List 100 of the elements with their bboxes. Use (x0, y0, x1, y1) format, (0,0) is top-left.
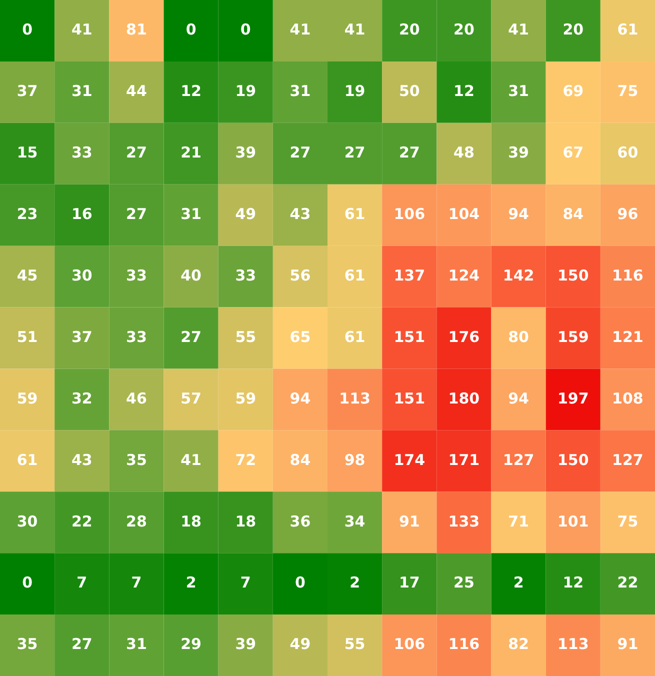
data-label: 94 (508, 204, 529, 223)
data-label: 57 (180, 389, 202, 408)
data-label: 0 (22, 574, 33, 592)
data-label: 16 (71, 204, 92, 223)
data-label: 7 (240, 574, 251, 592)
data-label: 15 (16, 144, 38, 162)
data-label: 61 (617, 20, 638, 39)
data-label: 98 (344, 450, 366, 469)
data-label: 27 (398, 144, 420, 162)
data-label: 67 (562, 144, 584, 162)
data-label: 39 (235, 635, 256, 654)
data-label: 20 (398, 20, 420, 39)
data-label: 23 (16, 204, 38, 223)
data-label: 104 (448, 204, 480, 223)
data-label: 31 (290, 82, 311, 100)
data-label: 91 (398, 512, 420, 530)
data-label: 33 (71, 144, 92, 162)
data-label: 35 (126, 450, 147, 469)
data-label: 108 (612, 389, 644, 408)
data-label: 94 (290, 389, 311, 408)
data-label: 106 (394, 204, 426, 223)
data-label: 0 (186, 20, 196, 39)
data-label: 30 (16, 512, 38, 530)
data-label: 19 (235, 82, 256, 100)
data-label: 61 (344, 328, 366, 346)
data-label: 113 (557, 635, 589, 654)
data-label: 0 (294, 574, 306, 592)
data-label: 17 (398, 574, 420, 592)
data-label: 174 (394, 450, 426, 469)
data-label: 37 (71, 328, 92, 346)
data-label: 55 (344, 635, 366, 654)
data-label: 81 (126, 20, 147, 39)
data-label: 142 (502, 266, 534, 284)
data-label: 61 (16, 450, 38, 469)
data-label: 25 (454, 574, 474, 592)
data-label: 176 (448, 328, 480, 346)
data-label: 151 (394, 389, 426, 408)
data-label: 151 (394, 328, 426, 346)
data-label: 37 (16, 82, 38, 100)
data-label: 33 (235, 266, 256, 284)
data-label: 60 (617, 144, 638, 162)
data-label: 72 (235, 450, 256, 469)
data-label: 43 (71, 450, 92, 469)
data-label: 0 (22, 20, 33, 39)
data-label: 80 (508, 328, 529, 346)
data-label: 150 (557, 450, 589, 469)
data-label: 31 (508, 82, 529, 100)
data-label: 44 (126, 82, 147, 100)
data-label: 71 (508, 512, 529, 530)
data-label: 18 (235, 512, 256, 530)
data-label: 116 (448, 635, 480, 654)
data-label: 133 (448, 512, 480, 530)
data-label: 91 (617, 635, 638, 654)
data-label: 113 (339, 389, 370, 408)
data-label: 50 (398, 82, 420, 100)
data-label: 31 (126, 635, 147, 654)
data-label: 101 (557, 512, 589, 530)
data-label: 159 (557, 328, 589, 346)
data-label: 27 (290, 144, 311, 162)
data-label: 55 (235, 328, 256, 346)
data-label: 30 (71, 266, 92, 284)
data-label: 35 (16, 635, 38, 654)
data-label: 96 (617, 204, 638, 223)
data-label: 27 (180, 328, 202, 346)
data-label: 82 (508, 635, 529, 654)
data-label: 59 (16, 389, 38, 408)
data-label: 7 (76, 574, 88, 592)
data-label: 41 (508, 20, 529, 39)
data-label: 41 (180, 450, 202, 469)
data-label: 106 (394, 635, 426, 654)
data-label: 12 (454, 82, 474, 100)
data-label: 22 (617, 574, 638, 592)
data-label: 127 (502, 450, 534, 469)
data-label: 32 (71, 389, 92, 408)
data-label: 27 (126, 204, 147, 223)
data-label: 19 (344, 82, 366, 100)
data-label: 59 (235, 389, 256, 408)
data-label: 171 (448, 450, 480, 469)
data-label: 41 (71, 20, 92, 39)
data-label: 2 (513, 574, 524, 592)
data-label: 27 (71, 635, 92, 654)
data-label: 39 (508, 144, 529, 162)
data-label: 84 (562, 204, 584, 223)
data-label: 2 (186, 574, 196, 592)
data-label: 121 (612, 328, 644, 346)
data-label: 46 (126, 389, 147, 408)
data-label: 20 (562, 20, 584, 39)
data-label: 33 (126, 266, 147, 284)
data-label: 45 (16, 266, 38, 284)
data-label: 12 (562, 574, 584, 592)
data-label: 49 (235, 204, 256, 223)
data-label: 2 (350, 574, 360, 592)
data-label: 34 (344, 512, 366, 530)
data-label: 49 (290, 635, 311, 654)
data-label: 51 (16, 328, 38, 346)
data-label: 84 (290, 450, 311, 469)
data-label: 29 (180, 635, 202, 654)
data-label: 56 (290, 266, 311, 284)
data-label: 21 (180, 144, 202, 162)
data-label: 27 (126, 144, 147, 162)
